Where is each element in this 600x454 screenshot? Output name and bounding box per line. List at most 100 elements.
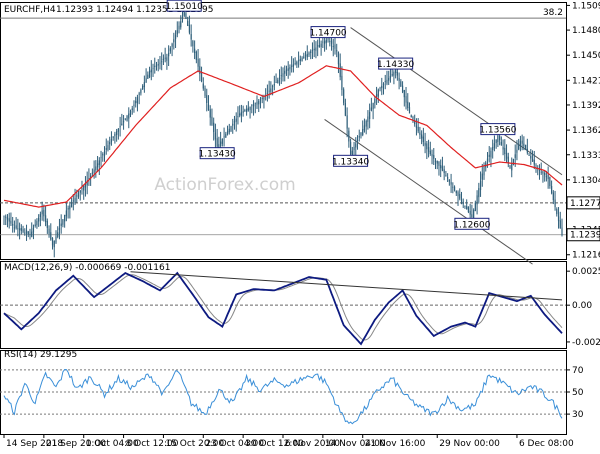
candle-body (315, 47, 317, 51)
candle-body (396, 71, 398, 76)
candle-body (84, 183, 87, 188)
price-annotation-box (378, 57, 414, 70)
candle-body (13, 227, 15, 229)
candle-body (129, 110, 132, 116)
candle-body (233, 121, 236, 123)
candle-body (365, 120, 367, 127)
x-tick-label: 6 Nov 20:00 (285, 439, 340, 449)
x-tick-label: 15 Oct 20:00 (165, 439, 224, 449)
candle-body (391, 73, 393, 76)
candle-body (310, 51, 312, 53)
candle-body (511, 163, 513, 171)
candle-body (44, 215, 47, 223)
candle-body (525, 144, 527, 150)
candle-body (36, 221, 38, 226)
candle-body (10, 220, 12, 224)
candle-body (533, 159, 535, 165)
candle-body (93, 169, 95, 174)
candle-body (133, 104, 135, 106)
price-y-tick-label: 1.13920 (572, 101, 600, 111)
candle-body (226, 131, 229, 135)
candle-body (55, 236, 57, 243)
candle-body (72, 200, 74, 202)
candle-body (150, 69, 152, 73)
candle-body (285, 69, 288, 71)
candle-body (142, 85, 144, 90)
candle-body (121, 123, 123, 126)
candle-body (440, 165, 442, 169)
candle-body (466, 206, 468, 210)
candle-body (332, 46, 334, 47)
candle-body (362, 129, 364, 136)
candle-body (218, 144, 220, 149)
candle-body (228, 128, 230, 133)
candle-body (180, 21, 182, 28)
macd-y-tick-label: 0.00 (572, 301, 592, 311)
candle-body (422, 136, 424, 143)
candle-body (57, 232, 59, 237)
candle-body (173, 39, 175, 43)
candle-body (296, 61, 298, 65)
candle-body (135, 100, 137, 104)
candle-body (194, 48, 196, 54)
candle-body (195, 51, 197, 60)
candle-body (124, 118, 126, 120)
x-tick-label: 21 Nov 16:00 (365, 439, 426, 449)
candle-body (447, 176, 449, 179)
candle-body (263, 97, 265, 100)
candle-body (211, 116, 213, 125)
candle-body (5, 216, 7, 218)
candle-body (24, 232, 26, 234)
candle-body (77, 193, 80, 197)
candle-body (322, 41, 324, 43)
candle-body (320, 43, 322, 48)
candle-body (552, 192, 554, 201)
candle-body (239, 113, 241, 116)
candle-body (453, 186, 456, 191)
price-annotation-box (199, 147, 235, 160)
candle-body (91, 172, 93, 174)
candle-body (421, 134, 423, 139)
candle-body (452, 186, 454, 188)
candle-body (20, 227, 22, 231)
candle-body (346, 115, 348, 129)
candle-body (214, 132, 217, 140)
candle-body (131, 108, 133, 111)
candle-body (393, 72, 395, 76)
candle-body (105, 148, 107, 150)
candle-body (53, 241, 55, 248)
price-y-tick-label: 1.14505 (572, 51, 600, 61)
candle-body (349, 141, 352, 155)
candle-body (518, 145, 520, 150)
candle-body (261, 98, 263, 99)
candle-body (122, 121, 125, 123)
candle-body (318, 44, 320, 48)
candle-body (474, 202, 476, 211)
candle-body (117, 128, 119, 132)
candle-body (161, 61, 163, 63)
candle-body (415, 125, 418, 128)
candle-body (369, 111, 371, 119)
candle-body (221, 139, 223, 144)
candle-body (530, 155, 532, 159)
candle-body (478, 188, 480, 198)
candle-body (100, 157, 102, 159)
candle-body (213, 122, 215, 133)
candle-body (545, 176, 548, 178)
candle-body (277, 79, 279, 84)
candle-body (549, 177, 551, 187)
candle-body (544, 172, 546, 176)
candle-body (455, 190, 457, 194)
candle-body (168, 52, 170, 57)
candle-body (505, 152, 508, 159)
candle-body (327, 38, 329, 40)
x-tick-label: 23 Oct 04:00 (205, 439, 264, 449)
candle-body (521, 140, 523, 144)
candle-body (374, 98, 376, 104)
candle-body (405, 96, 407, 103)
candle-body (486, 158, 489, 161)
price-annotation-box (333, 154, 369, 167)
candle-body (197, 58, 199, 67)
candle-body (551, 186, 553, 194)
macd-y-tick-label: -0.002747 (572, 338, 600, 348)
